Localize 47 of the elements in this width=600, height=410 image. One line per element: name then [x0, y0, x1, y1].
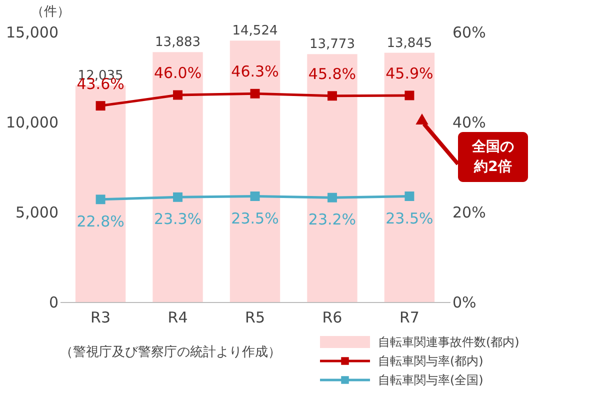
point	[327, 192, 337, 202]
bar	[230, 40, 280, 302]
data-label: 13,845	[386, 36, 432, 51]
y2-tick-label: 40%	[452, 114, 486, 132]
legend-label: 自転車関連事故件数(都内)	[378, 335, 520, 349]
data-label: 23.5%	[386, 209, 434, 228]
legend-label: 自転車関与率(都内)	[378, 354, 484, 368]
y-tick-label: 0	[48, 294, 58, 312]
x-tick-label: R4	[168, 308, 188, 326]
text: 約2倍	[473, 158, 512, 175]
x-tick-label: R5	[245, 308, 265, 326]
data-label: 23.2%	[308, 210, 356, 229]
point	[404, 192, 414, 201]
data-label: 14,524	[232, 24, 278, 39]
point	[96, 101, 106, 111]
y-tick-label: 5,000	[16, 204, 58, 222]
data-label: 13,883	[155, 35, 201, 50]
text: 全国の	[471, 139, 514, 155]
data-label: 45.8%	[308, 64, 356, 83]
y-tick-label: 10,000	[6, 114, 58, 132]
y-tick-label: 15,000	[6, 24, 58, 42]
bar	[307, 54, 358, 302]
bar	[152, 52, 203, 302]
y2-tick-label: 0%	[452, 294, 476, 312]
y2-tick-label: 20%	[452, 204, 486, 222]
data-label: 23.3%	[154, 210, 202, 228]
data-label: 22.8%	[76, 212, 124, 230]
y2-tick-label: 60%	[452, 24, 486, 42]
data-label: 46.3%	[231, 62, 279, 81]
point	[250, 192, 260, 201]
legend-label: 自転車関与率(全国)	[378, 373, 484, 387]
x-tick-label: R3	[90, 308, 111, 326]
x-tick-label: R6	[322, 308, 342, 326]
point	[173, 90, 183, 100]
data-label: 46.0%	[154, 64, 202, 82]
point	[250, 88, 260, 98]
text: （警視庁及び警察庁の統計より作成）	[60, 344, 281, 360]
y-axis-title: （件）	[31, 4, 70, 20]
data-label: 45.9%	[386, 64, 434, 82]
point	[404, 90, 414, 100]
point	[327, 91, 337, 101]
data-label: 13,773	[309, 37, 355, 52]
point	[173, 192, 183, 202]
bar	[384, 52, 435, 302]
point	[96, 194, 106, 204]
x-tick-label: R7	[399, 308, 420, 326]
data-label: 23.5%	[231, 209, 279, 228]
